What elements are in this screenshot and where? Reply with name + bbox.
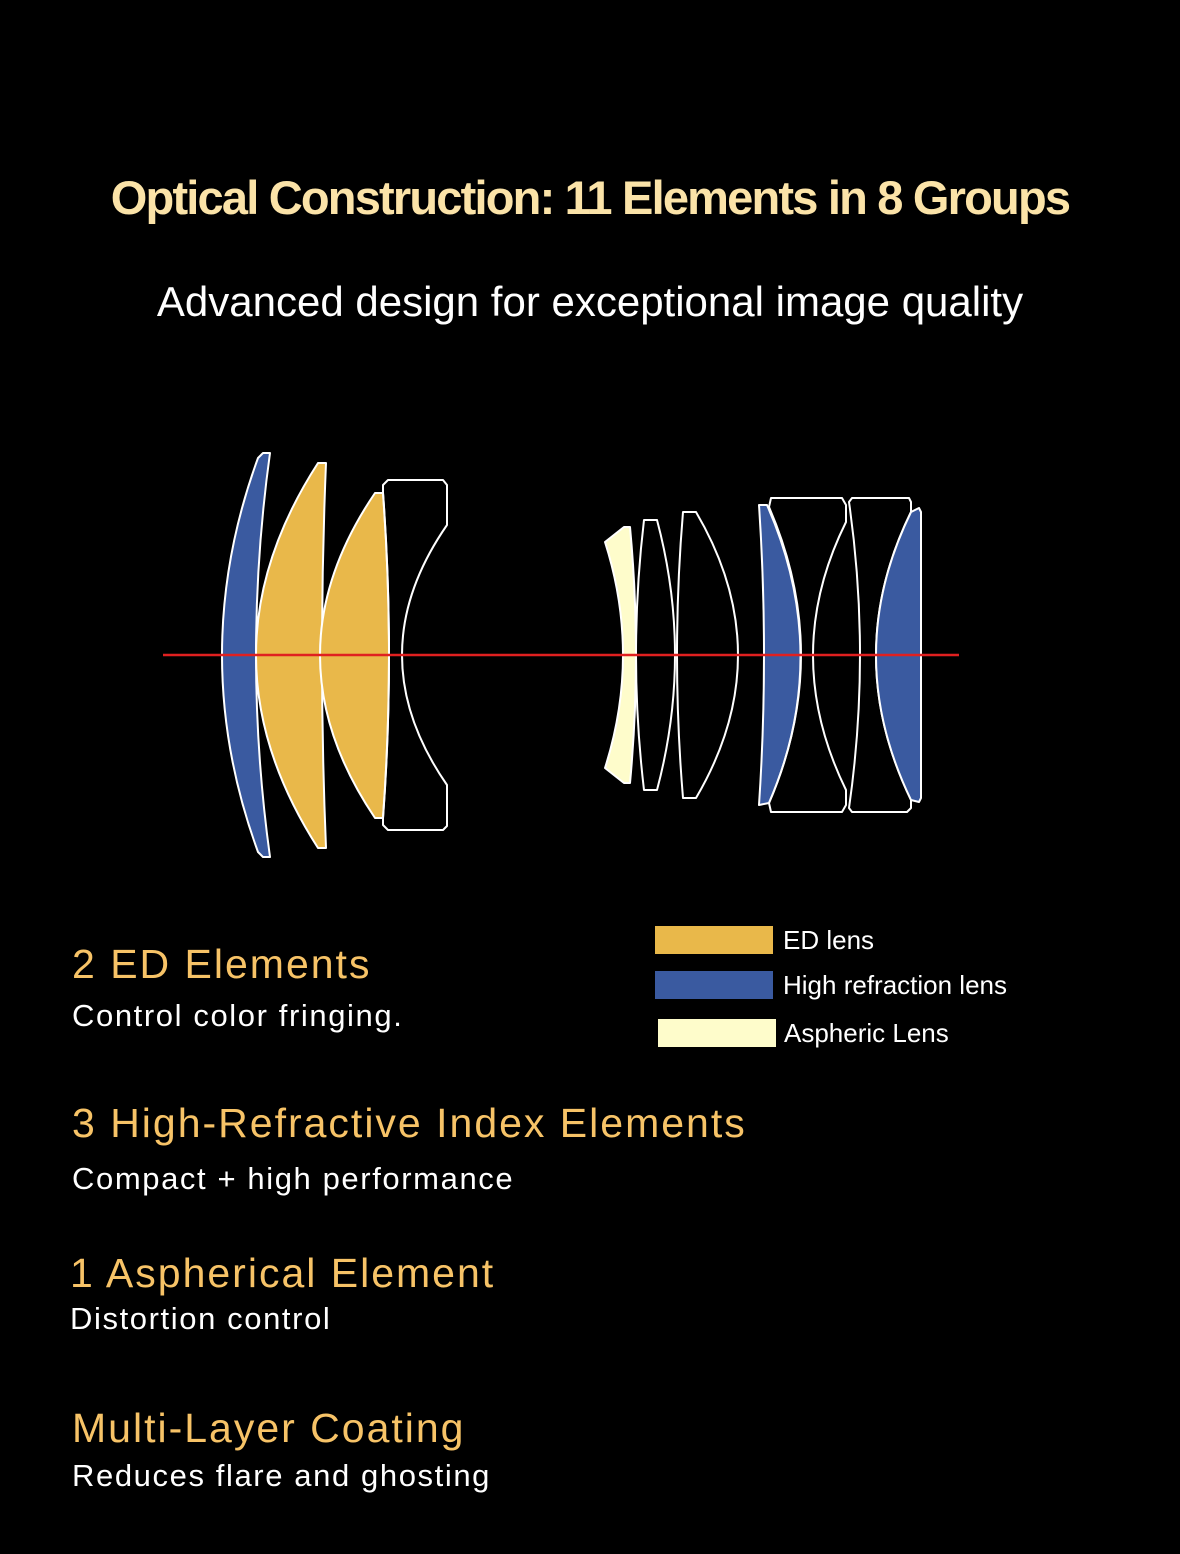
feature-description: Compact + high performance	[72, 1161, 515, 1196]
feature-multi-layer-coating: Multi-Layer Coating Reduces flare and gh…	[72, 1404, 491, 1496]
feature-heading: 1 Aspherical Element	[70, 1250, 496, 1296]
feature-heading: 3 High-Refractive Index Elements	[72, 1100, 747, 1146]
legend-swatch-high-refraction	[655, 971, 773, 999]
legend-label: Aspheric Lens	[784, 1017, 949, 1048]
legend-swatch-aspheric	[658, 1019, 776, 1047]
lens-element-9	[768, 497, 847, 813]
lens-element-4	[382, 479, 448, 831]
lens-element-5-aspheric	[604, 526, 637, 784]
lens-element-6	[635, 519, 676, 791]
page-subtitle: Advanced design for exceptional image qu…	[156, 278, 1024, 325]
feature-description: Control color fringing.	[72, 998, 404, 1033]
feature-description: Reduces flare and ghosting	[72, 1458, 492, 1493]
feature-ed-elements: 2 ED Elements Control color fringing.	[72, 940, 403, 1036]
feature-description: Distortion control	[70, 1301, 332, 1336]
legend-item-ed: ED lens	[655, 925, 874, 955]
feature-heading: Multi-Layer Coating	[72, 1405, 466, 1451]
lens-diagram	[163, 452, 959, 858]
legend-label: ED lens	[783, 924, 875, 955]
lens-element-7	[676, 511, 739, 799]
feature-heading: 2 ED Elements	[72, 941, 372, 987]
page-title: Optical Construction: 11 Elements in 8 G…	[110, 171, 1071, 224]
feature-aspherical: 1 Aspherical Element Distortion control	[70, 1249, 495, 1339]
legend-swatch-ed	[655, 926, 773, 954]
feature-high-refractive: 3 High-Refractive Index Elements Compact…	[72, 1099, 747, 1199]
legend-item-aspheric: Aspheric Lens	[658, 1018, 949, 1048]
legend-label: High refraction lens	[783, 969, 1007, 1000]
legend-item-high-refraction: High refraction lens	[655, 970, 1007, 1000]
